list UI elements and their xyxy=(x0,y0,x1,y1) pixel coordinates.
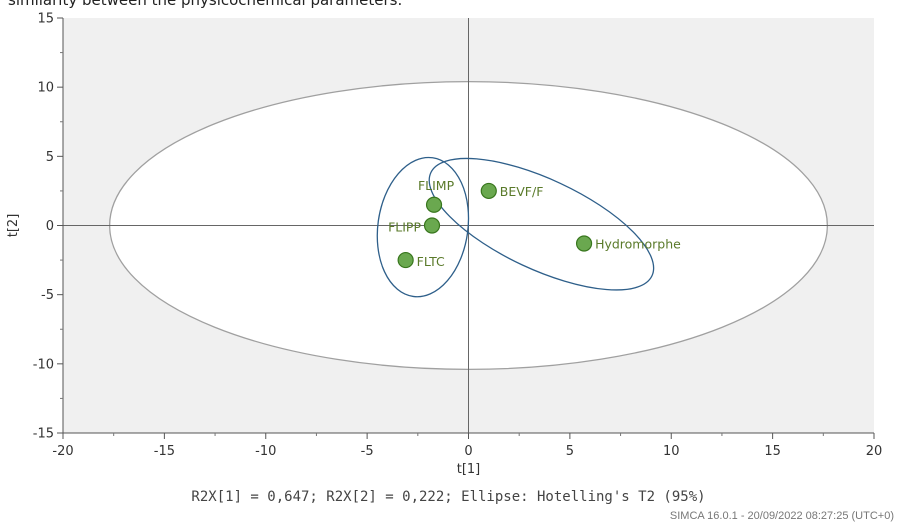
cluster-ellipse xyxy=(428,157,655,291)
x-tick-label: -15 xyxy=(154,444,175,459)
y-tick-label: 15 xyxy=(37,12,54,27)
y-axis-title: t[2] xyxy=(6,214,21,238)
x-tick-label: 10 xyxy=(663,444,680,459)
y-tick-label: -5 xyxy=(41,288,54,303)
figure-caption: similarity between the physicochemical p… xyxy=(8,0,403,9)
data-point xyxy=(480,182,497,200)
data-point-label: FLIPP xyxy=(388,220,421,235)
y-tick-label: -10 xyxy=(33,357,54,372)
data-point-label: Hydromorphe xyxy=(595,236,681,251)
data-point xyxy=(575,235,593,252)
data-point xyxy=(425,196,443,213)
software-footer: SIMCA 16.0.1 - 20/09/2022 08:27:25 (UTC+… xyxy=(669,510,894,522)
x-tick-label: 15 xyxy=(764,444,781,459)
y-tick-label: 5 xyxy=(46,150,54,165)
y-tick-label: 10 xyxy=(37,81,54,96)
x-tick-label: -10 xyxy=(255,444,276,459)
data-point-label: FLIMP xyxy=(418,178,455,193)
x-tick-label: 5 xyxy=(566,444,574,459)
x-tick-label: 0 xyxy=(464,444,472,459)
x-tick-label: -20 xyxy=(52,444,73,459)
y-tick-label: 0 xyxy=(46,219,54,234)
y-tick-label: -15 xyxy=(33,427,54,442)
x-tick-label: -5 xyxy=(361,444,374,459)
x-axis-title: t[1] xyxy=(457,462,481,477)
data-point xyxy=(423,217,441,234)
model-statistics: R2X[1] = 0,647; R2X[2] = 0,222; Ellipse:… xyxy=(191,489,706,505)
cluster-ellipse xyxy=(376,156,470,298)
x-tick-label: 20 xyxy=(866,444,883,459)
data-point-label: BEVF/F xyxy=(500,184,544,199)
data-point xyxy=(397,251,414,269)
data-point-label: FLTC xyxy=(417,254,445,269)
